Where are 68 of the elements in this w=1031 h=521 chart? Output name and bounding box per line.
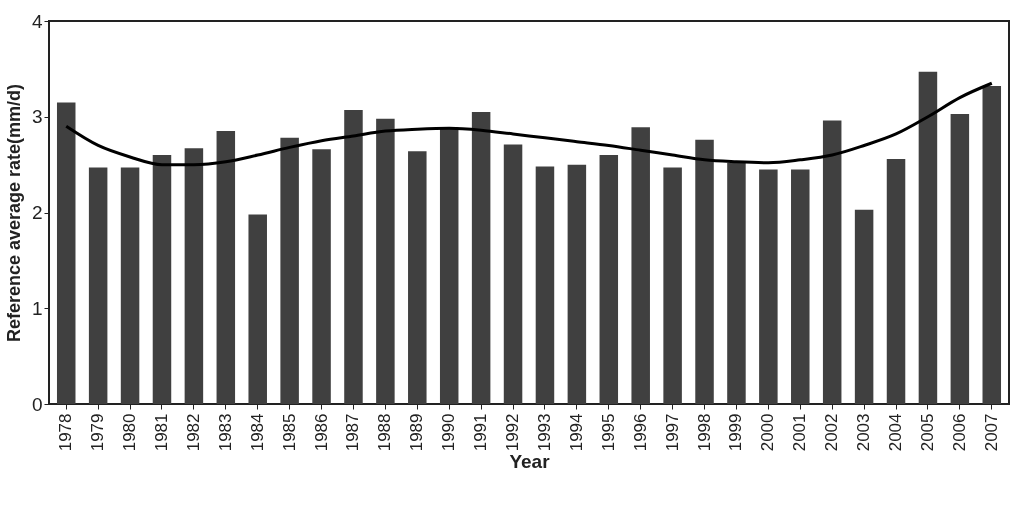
x-tick-label: 1994: [566, 413, 586, 452]
bar: [56, 102, 76, 404]
x-tick-label: 1989: [407, 413, 427, 452]
bar: [152, 155, 172, 404]
bar: [950, 113, 970, 404]
bar: [918, 71, 938, 404]
bar: [791, 169, 810, 404]
bar: [248, 214, 267, 404]
x-tick-label: 2003: [854, 413, 874, 452]
bar: [503, 144, 523, 404]
x-tick-label: 1986: [311, 413, 331, 452]
x-tick-label: 2007: [981, 413, 1001, 452]
bar: [344, 110, 363, 404]
x-tick-label: 1988: [375, 413, 395, 452]
x-tick-label: 1996: [630, 413, 650, 452]
x-tick-label: 1979: [88, 413, 108, 452]
x-tick-label: 1987: [343, 413, 363, 452]
x-tick-label: 1990: [439, 413, 459, 452]
x-tick-label: 1991: [471, 413, 491, 452]
x-tick-label: 1995: [598, 413, 618, 452]
y-tick-label: 1: [31, 297, 43, 319]
bar: [759, 169, 778, 404]
x-tick-label: 1997: [662, 413, 682, 452]
x-tick-label: 1985: [279, 413, 299, 452]
x-tick-label: 1992: [503, 413, 523, 452]
x-tick-label: 2005: [917, 413, 937, 452]
x-tick-label: 2004: [886, 413, 906, 452]
bar: [280, 137, 299, 404]
bar: [567, 164, 587, 404]
bar: [695, 139, 714, 404]
y-tick-label: 0: [31, 393, 43, 415]
bar: [599, 155, 619, 404]
bar: [631, 127, 650, 404]
x-tick-label: 1999: [726, 413, 746, 452]
x-tick-label: 1983: [215, 413, 235, 452]
bar: [408, 151, 427, 404]
line-series: [64, 81, 994, 167]
bar: [663, 167, 682, 404]
bar: [120, 167, 140, 404]
x-tick-label: 1980: [120, 413, 140, 452]
bar: [982, 86, 1002, 404]
x-axis-title: Year: [509, 451, 551, 473]
x-tick-label: 1982: [183, 413, 203, 452]
bar: [439, 127, 459, 404]
x-tick-label: 2006: [949, 413, 969, 452]
bar: [376, 118, 395, 404]
x-tick-label: 1978: [56, 413, 76, 452]
bar: [471, 111, 491, 404]
x-tick-label: 2001: [790, 413, 810, 452]
bar: [88, 167, 108, 404]
x-tick-label: 1984: [247, 413, 267, 452]
x-tick-label: 1993: [534, 413, 554, 452]
bar: [535, 166, 555, 404]
bar: [886, 158, 906, 404]
x-tick-label: 1981: [151, 413, 171, 452]
bar: [184, 148, 204, 404]
y-tick-label: 4: [31, 10, 43, 32]
x-tick-label: 2000: [758, 413, 778, 452]
bar: [854, 209, 874, 404]
y-tick-label: 2: [31, 202, 43, 223]
y-axis-title: Reference average rate(mm/d): [3, 83, 24, 343]
bar: [312, 149, 331, 404]
x-tick-label: 1998: [694, 413, 714, 452]
bar: [822, 120, 842, 404]
bar: [727, 162, 746, 404]
x-tick-label: 2002: [822, 413, 842, 452]
bar: [216, 131, 236, 404]
y-tick-label: 3: [31, 106, 43, 128]
